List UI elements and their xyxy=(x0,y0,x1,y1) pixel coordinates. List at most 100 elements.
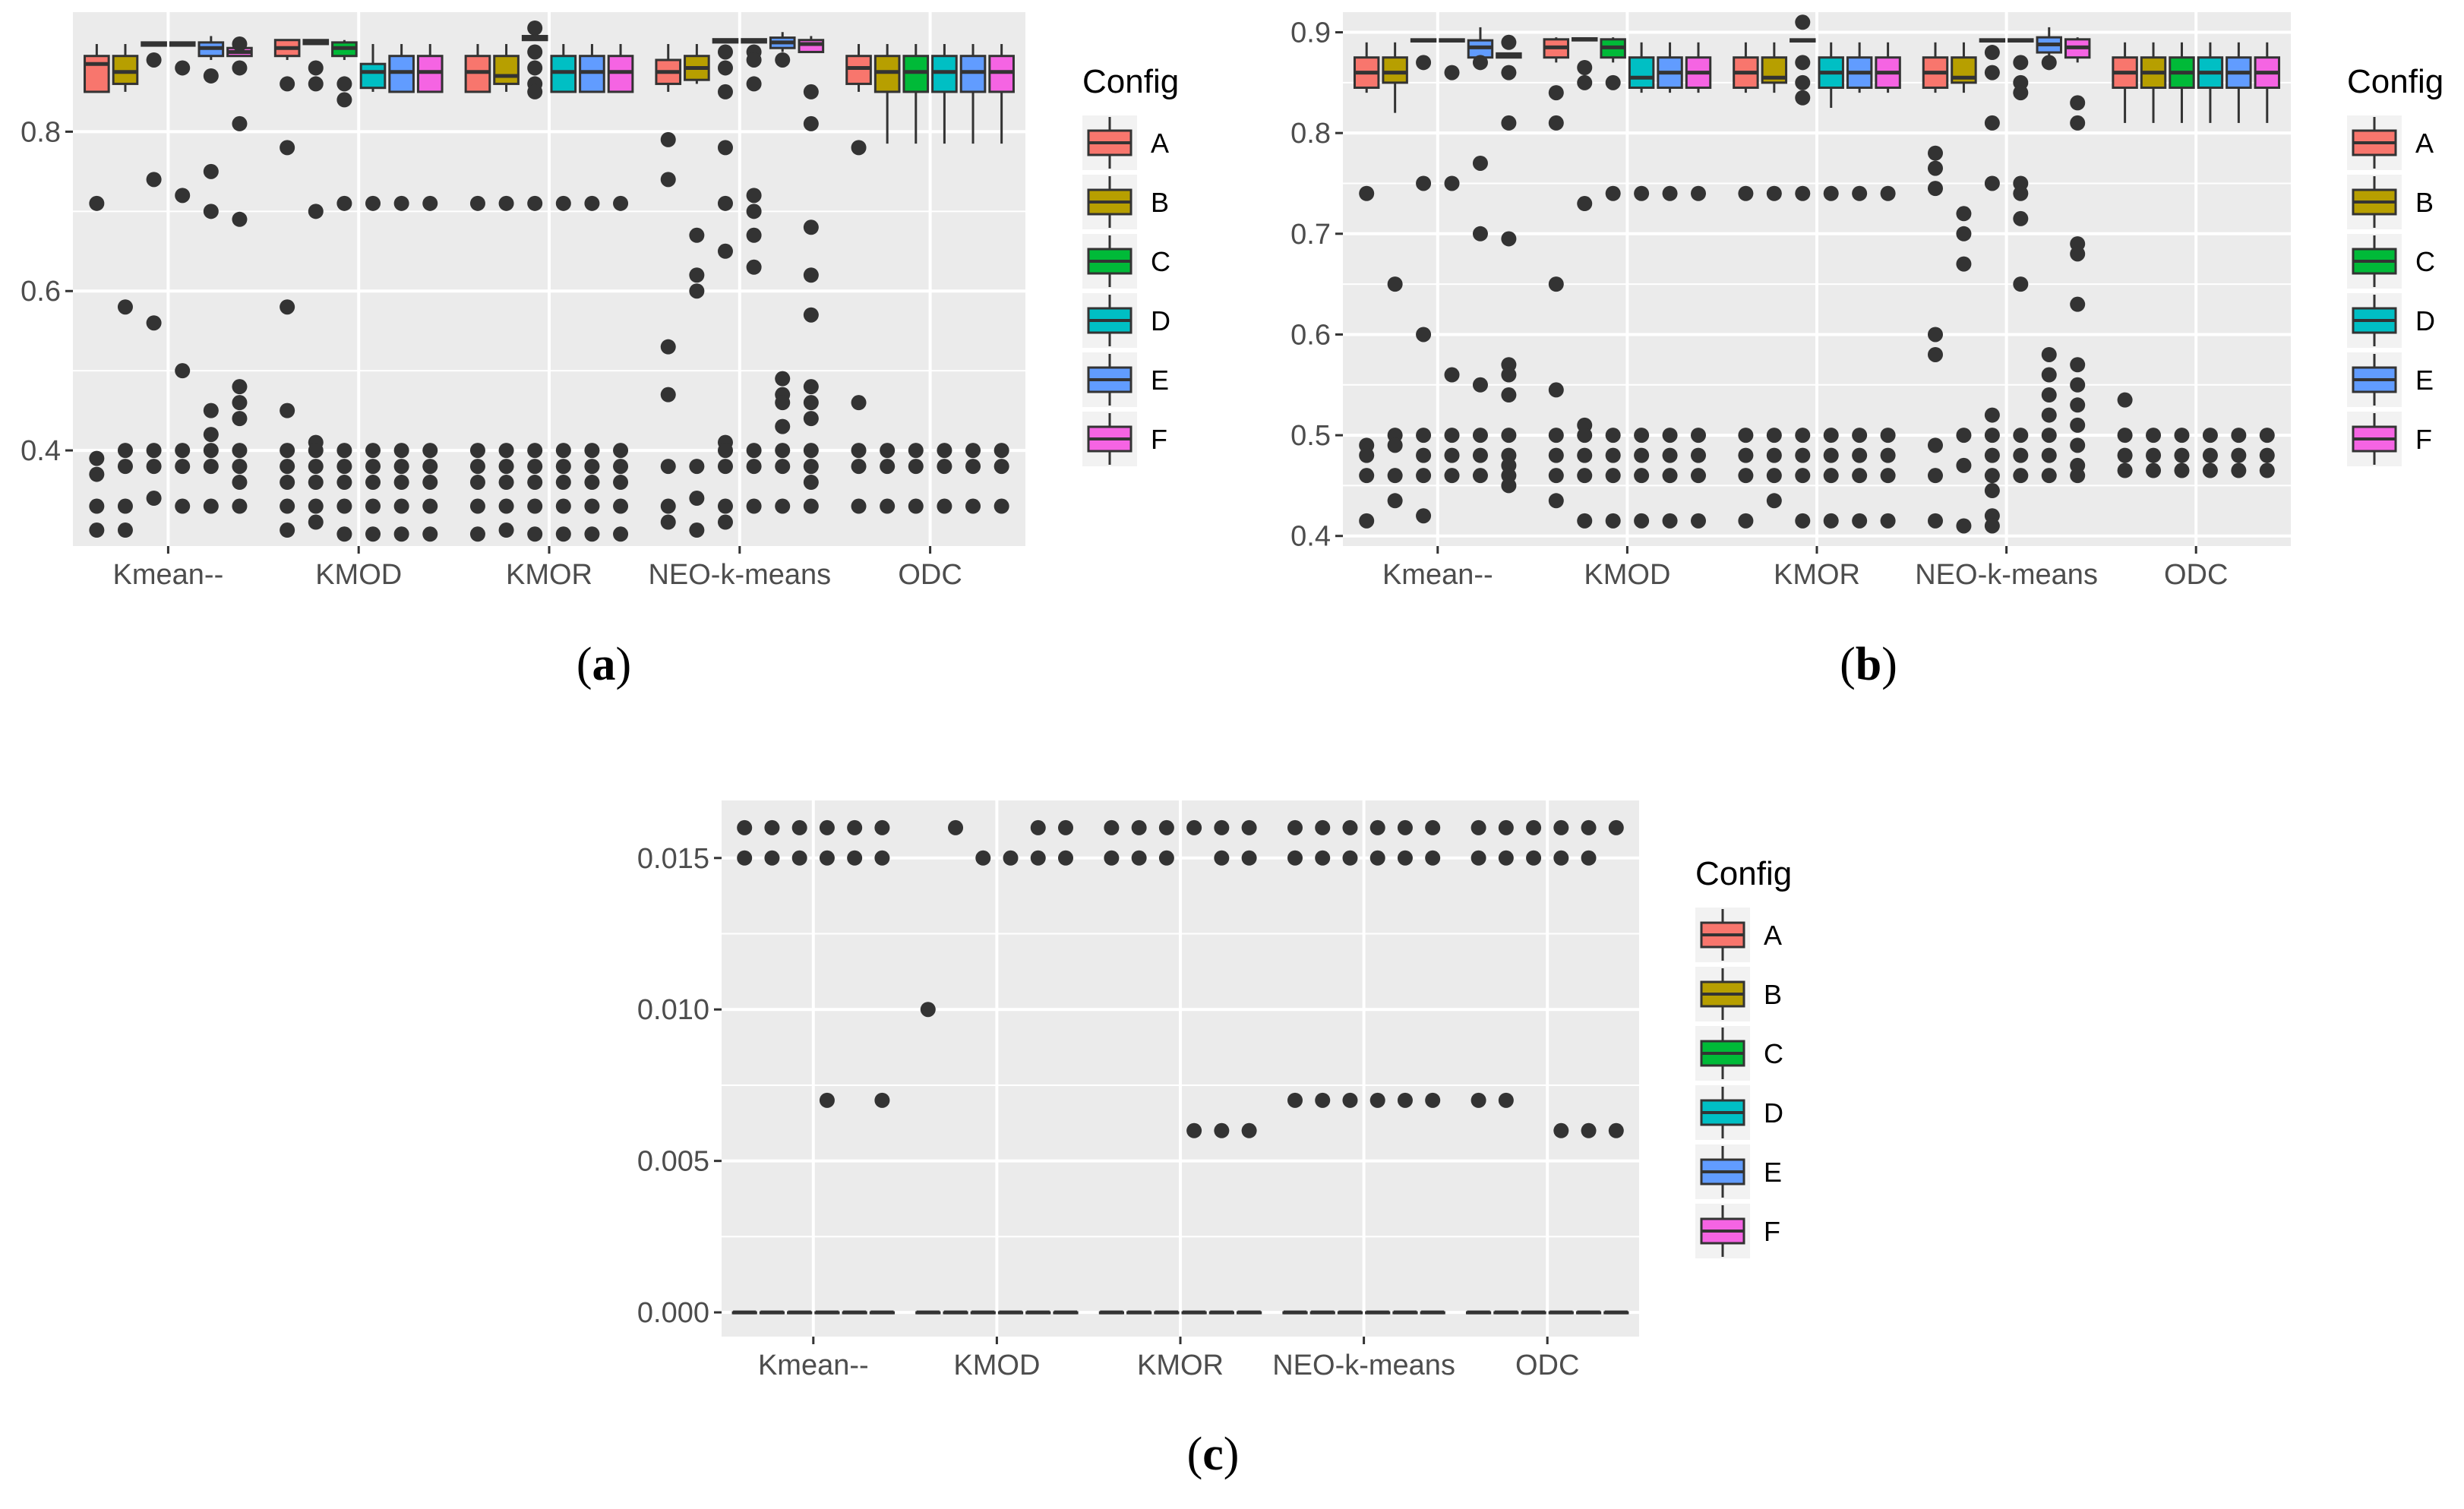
outlier-point xyxy=(2070,468,2086,484)
box-kmod-d xyxy=(359,43,387,542)
outlier-point xyxy=(146,315,162,331)
outlier-point xyxy=(1984,447,2000,463)
outlier-point xyxy=(1928,513,1943,529)
outlier-point xyxy=(1662,428,1678,444)
outlier-point xyxy=(1416,175,1432,191)
box-kmod-c xyxy=(331,39,358,542)
outlier-point xyxy=(1662,513,1678,529)
outlier-point xyxy=(393,459,409,475)
outlier-point xyxy=(308,498,324,514)
outlier-point xyxy=(1766,447,1782,463)
legend-label-c: C xyxy=(1764,1038,1783,1069)
outlier-point xyxy=(203,427,219,443)
outlier-point xyxy=(1472,468,1488,484)
box-odc-e xyxy=(2225,42,2252,478)
box-odc-d xyxy=(1548,819,1574,1315)
outlier-point xyxy=(2041,428,2057,444)
outlier-point xyxy=(336,76,352,92)
outlier-point xyxy=(1795,90,1811,106)
outlier-point xyxy=(1058,819,1073,835)
outlier-point xyxy=(1795,447,1811,463)
outlier-point xyxy=(2013,185,2029,201)
outlier-point xyxy=(660,498,676,514)
y-tick-label: 0.015 xyxy=(637,843,709,875)
box-kmean--e xyxy=(842,819,867,1315)
outlier-point xyxy=(2117,392,2133,408)
outlier-point xyxy=(422,498,438,514)
outlier-point xyxy=(1634,185,1650,201)
panel-a: 0.4 0.6 0.8 Kmean-- KMOD KMOR NEO-k-means ODC Co… xyxy=(21,12,1179,690)
x-tick-label: KMOD xyxy=(953,1350,1040,1381)
box-kmor-b xyxy=(1126,819,1152,1315)
panel-c: 0.000 0.005 0.010 0.015 Kmean-- KMOD KMOR NEO-k… xyxy=(637,800,1792,1480)
outlier-point xyxy=(232,498,248,514)
box-body xyxy=(579,55,605,93)
outlier-point xyxy=(1691,513,1706,529)
box-kmod-d xyxy=(1628,42,1655,529)
outlier-point xyxy=(717,514,733,530)
outlier-point xyxy=(613,443,629,459)
box-kmean--c xyxy=(787,819,813,1315)
x-tick-label: KMOR xyxy=(1137,1350,1224,1381)
caption: (b) xyxy=(1840,639,1897,690)
y-tick-label: 0.7 xyxy=(1290,219,1331,251)
outlier-point xyxy=(1444,65,1460,81)
outlier-point xyxy=(993,443,1009,459)
legend-title: Config xyxy=(2347,63,2443,100)
outlier-point xyxy=(308,475,324,491)
outlier-point xyxy=(874,819,890,835)
outlier-point xyxy=(1158,850,1174,866)
box-kmod-e xyxy=(1657,42,1683,529)
outlier-point xyxy=(584,526,600,542)
outlier-point xyxy=(775,52,791,68)
outlier-point xyxy=(1030,850,1046,866)
outlier-point xyxy=(1577,59,1593,75)
outlier-point xyxy=(1738,447,1754,463)
outlier-point xyxy=(1605,468,1621,484)
outlier-point xyxy=(1691,468,1706,484)
outlier-point xyxy=(1577,468,1593,484)
outlier-point xyxy=(1795,513,1811,529)
box-kmod-d xyxy=(997,850,1024,1315)
outlier-point xyxy=(1605,185,1621,201)
legend-label-d: D xyxy=(2415,305,2435,336)
outlier-point xyxy=(1498,1092,1514,1108)
outlier-point xyxy=(803,219,819,235)
outlier-point xyxy=(1416,428,1432,444)
outlier-point xyxy=(2146,447,2162,463)
outlier-point xyxy=(1104,850,1120,866)
box-kmor-c xyxy=(521,20,548,542)
outlier-point xyxy=(775,443,791,459)
outlier-point xyxy=(1795,428,1811,444)
box-neo-k-means-b xyxy=(1309,819,1335,1315)
outlier-point xyxy=(908,459,924,475)
outlier-point xyxy=(365,459,381,475)
box-kmean--f xyxy=(226,36,253,514)
y-tick-label: 0.6 xyxy=(1290,319,1331,351)
outlier-point xyxy=(1823,513,1839,529)
outlier-point xyxy=(746,204,762,219)
outlier-point xyxy=(232,379,248,395)
outlier-point xyxy=(874,850,890,866)
outlier-point xyxy=(584,195,600,211)
outlier-point xyxy=(2013,468,2029,484)
outlier-point xyxy=(819,1092,835,1108)
box-neo-k-means-f xyxy=(798,36,825,514)
y-tick-label: 0.6 xyxy=(21,276,61,308)
outlier-point xyxy=(819,850,835,866)
outlier-point xyxy=(280,459,295,475)
outlier-point xyxy=(1444,468,1460,484)
box-odc-c xyxy=(2169,42,2195,478)
box-kmor-f xyxy=(1875,42,1901,529)
outlier-point xyxy=(775,498,791,514)
box-odc-d xyxy=(931,43,958,514)
outlier-point xyxy=(1662,468,1678,484)
box-odc-a xyxy=(1465,819,1492,1315)
outlier-point xyxy=(1880,513,1896,529)
outlier-point xyxy=(1287,819,1303,835)
box-kmean--c xyxy=(141,41,167,507)
outlier-point xyxy=(2259,447,2275,463)
box-body xyxy=(931,55,958,93)
box-odc-e xyxy=(959,43,987,514)
